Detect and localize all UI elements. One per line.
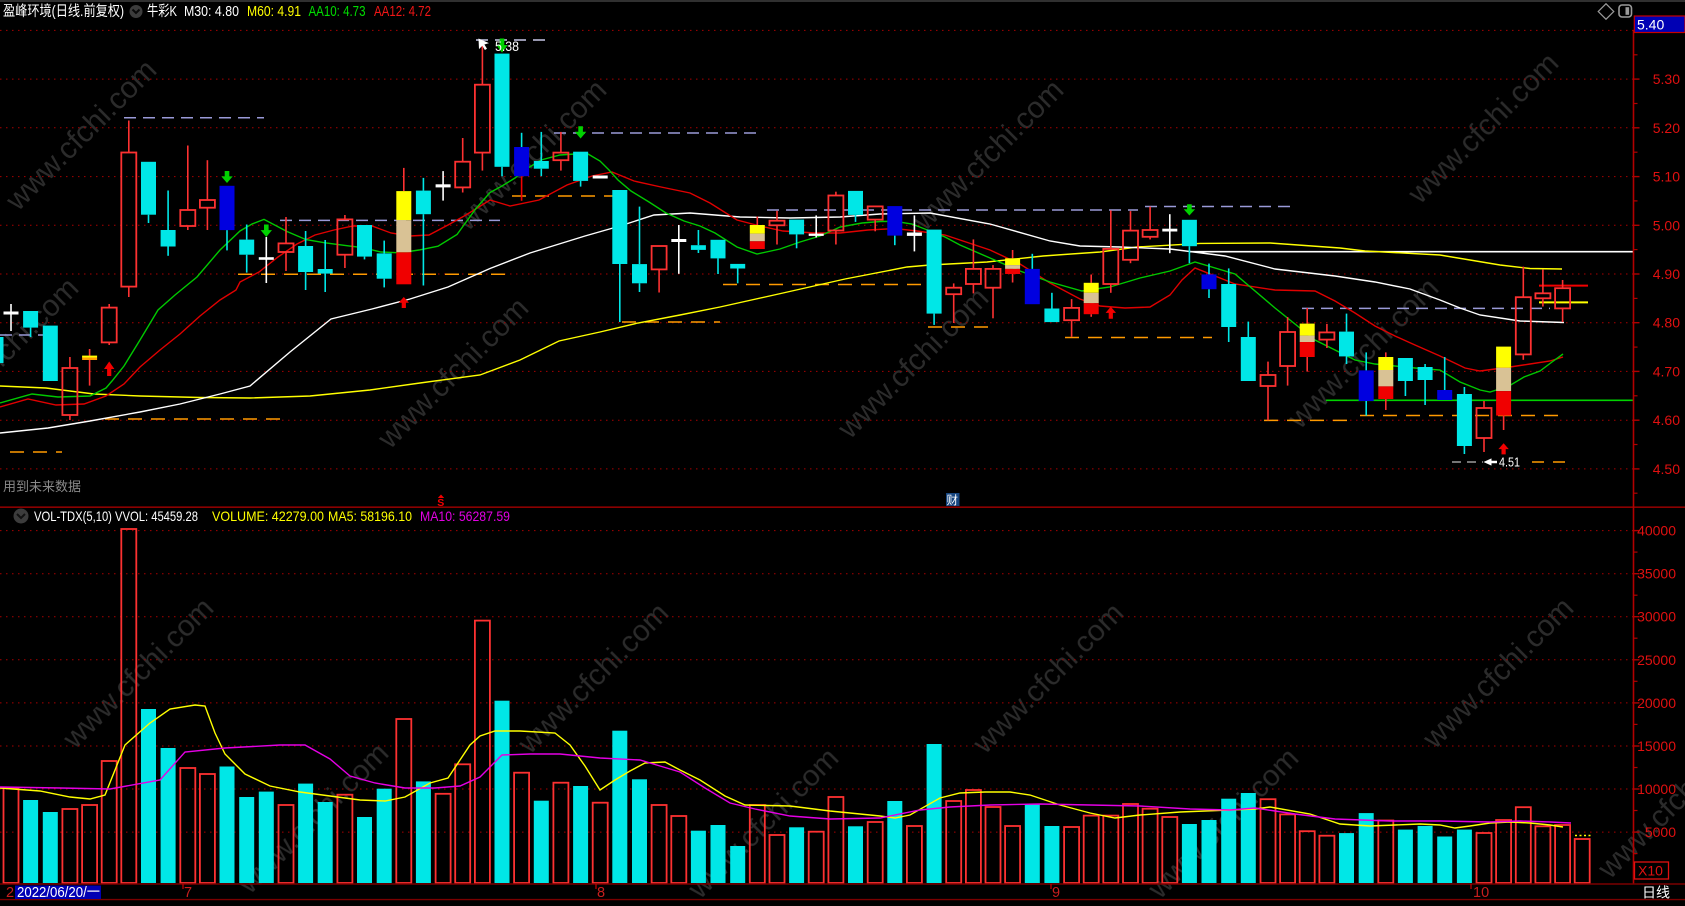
- svg-text:MA5: 58196.10: MA5: 58196.10: [328, 508, 412, 524]
- svg-text:牛彩K: 牛彩K: [147, 3, 177, 20]
- svg-text:4.90: 4.90: [1653, 266, 1680, 282]
- svg-text:M60: 4.91: M60: 4.91: [247, 4, 301, 20]
- svg-text:4.60: 4.60: [1653, 412, 1680, 428]
- svg-text:4.50: 4.50: [1653, 461, 1680, 477]
- svg-text:5.40: 5.40: [1637, 17, 1664, 33]
- svg-text:8: 8: [597, 885, 605, 901]
- svg-text:MA10: 56287.59: MA10: 56287.59: [420, 508, 510, 524]
- svg-text:9: 9: [1052, 885, 1060, 901]
- svg-text:10000: 10000: [1637, 781, 1676, 797]
- svg-text:30000: 30000: [1637, 609, 1676, 625]
- svg-text:15000: 15000: [1637, 738, 1676, 754]
- svg-text:4.70: 4.70: [1653, 363, 1680, 379]
- svg-text:5.30: 5.30: [1653, 71, 1680, 87]
- svg-text:7: 7: [184, 885, 192, 901]
- svg-text:2022/06/20/一: 2022/06/20/一: [17, 885, 100, 901]
- svg-text:AA12: 4.72: AA12: 4.72: [374, 4, 431, 20]
- svg-text:5.20: 5.20: [1653, 120, 1680, 136]
- svg-text:M30: 4.80: M30: 4.80: [184, 4, 239, 20]
- svg-text:VOL-TDX(5,10) VVOL: 45459.28: VOL-TDX(5,10) VVOL: 45459.28: [34, 508, 198, 524]
- svg-text:X10: X10: [1638, 863, 1663, 879]
- svg-text:5000: 5000: [1645, 824, 1676, 840]
- svg-text:4.80: 4.80: [1653, 315, 1680, 331]
- svg-text:用到未来数据: 用到未来数据: [3, 479, 81, 494]
- svg-text:财: 财: [947, 493, 959, 507]
- svg-text:5.00: 5.00: [1653, 217, 1680, 233]
- svg-text:盈峰环境(日线.前复权): 盈峰环境(日线.前复权): [3, 2, 124, 20]
- svg-text:5.38: 5.38: [495, 39, 519, 54]
- svg-text:5.10: 5.10: [1653, 169, 1680, 185]
- svg-text:20000: 20000: [1637, 695, 1676, 711]
- svg-text:2: 2: [6, 885, 14, 901]
- svg-text:4.51: 4.51: [1499, 456, 1520, 470]
- svg-text:10: 10: [1473, 885, 1489, 901]
- svg-text:40000: 40000: [1637, 523, 1676, 539]
- svg-text:35000: 35000: [1637, 566, 1676, 582]
- svg-text:日线: 日线: [1642, 885, 1670, 901]
- svg-text:AA10: 4.73: AA10: 4.73: [309, 4, 366, 20]
- svg-text:25000: 25000: [1637, 652, 1676, 668]
- svg-text:S: S: [437, 497, 444, 509]
- svg-text:VOLUME: 42279.00: VOLUME: 42279.00: [212, 508, 324, 524]
